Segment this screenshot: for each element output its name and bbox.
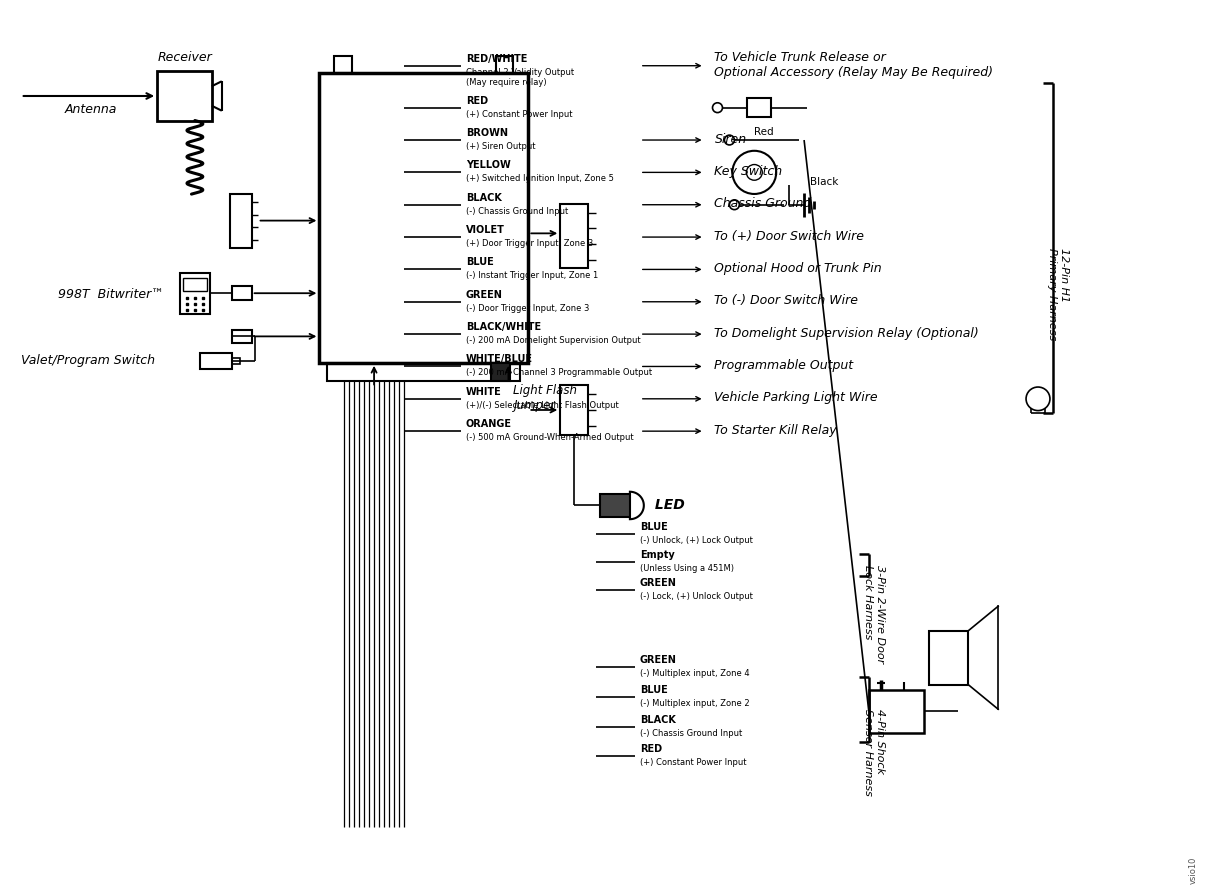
Bar	[320, 73, 528, 363]
Text: (-) 200 mA Channel 3 Programmable Output: (-) 200 mA Channel 3 Programmable Output	[466, 368, 652, 378]
Bar	[157, 71, 212, 120]
Text: Empty: Empty	[639, 551, 675, 560]
Text: (-) 500 mA Ground-When-Armed Output: (-) 500 mA Ground-When-Armed Output	[466, 433, 633, 442]
Text: RED/WHITE: RED/WHITE	[466, 53, 527, 64]
Text: BLUE: BLUE	[466, 257, 493, 267]
Bar	[929, 631, 969, 684]
Bar	[490, 363, 511, 380]
Text: GREEN: GREEN	[466, 290, 503, 299]
Text: Valet/Program Switch: Valet/Program Switch	[21, 355, 155, 367]
Text: Channel 2 Validity Output
(May require relay): Channel 2 Validity Output (May require r…	[466, 68, 574, 87]
Bar	[561, 386, 589, 435]
Text: GREEN: GREEN	[639, 578, 677, 588]
Text: (-) Chassis Ground Input: (-) Chassis Ground Input	[639, 729, 742, 738]
Text: BROWN: BROWN	[466, 128, 507, 138]
Text: Black: Black	[810, 177, 838, 187]
Text: Receiver: Receiver	[157, 51, 212, 63]
Bar	[180, 273, 210, 314]
Text: VIOLET: VIOLET	[466, 225, 505, 235]
Bar	[231, 331, 252, 343]
Text: WHITE/BLUE: WHITE/BLUE	[466, 355, 533, 364]
Text: BLUE: BLUE	[639, 685, 667, 695]
Text: 3-Pin 2-Wire Door
Lock Harness: 3-Pin 2-Wire Door Lock Harness	[863, 565, 884, 663]
Text: Programmable Output: Programmable Output	[714, 359, 854, 372]
Text: RED: RED	[466, 95, 488, 106]
Text: ORANGE: ORANGE	[466, 419, 511, 429]
Text: (-) Multiplex input, Zone 4: (-) Multiplex input, Zone 4	[639, 669, 750, 678]
Text: To Starter Kill Relay: To Starter Kill Relay	[714, 424, 837, 437]
Text: To (+) Door Switch Wire: To (+) Door Switch Wire	[714, 230, 865, 242]
Bar	[495, 56, 513, 73]
Bar	[868, 690, 924, 732]
Text: To Vehicle Trunk Release or
Optional Accessory (Relay May Be Required): To Vehicle Trunk Release or Optional Acc…	[714, 51, 993, 78]
Text: Key Switch: Key Switch	[714, 165, 782, 178]
Text: (-) 200 mA Domelight Supervision Output: (-) 200 mA Domelight Supervision Output	[466, 336, 641, 345]
Bar	[231, 286, 252, 300]
Bar	[231, 358, 240, 364]
Text: Vehicle Parking Light Wire: Vehicle Parking Light Wire	[714, 391, 878, 405]
Text: (+) Door Trigger Input, Zone 3: (+) Door Trigger Input, Zone 3	[466, 239, 593, 248]
Bar	[334, 56, 352, 73]
Text: BLACK: BLACK	[466, 192, 501, 203]
Text: vsio10: vsio10	[1188, 856, 1198, 884]
Text: Antenna: Antenna	[64, 102, 116, 116]
Bar	[599, 494, 630, 518]
Text: (+) Constant Power Input: (+) Constant Power Input	[639, 758, 746, 767]
Text: 4-Pin Shock
Sensor Harness: 4-Pin Shock Sensor Harness	[863, 709, 884, 797]
Text: (-) Unlock, (+) Lock Output: (-) Unlock, (+) Lock Output	[639, 536, 753, 545]
Text: BLACK: BLACK	[639, 715, 676, 724]
Text: (-) Door Trigger Input, Zone 3: (-) Door Trigger Input, Zone 3	[466, 304, 589, 313]
Text: (Unless Using a 451M): (Unless Using a 451M)	[639, 564, 734, 573]
Text: (+) Siren Output: (+) Siren Output	[466, 142, 535, 151]
Text: To Domelight Supervision Relay (Optional): To Domelight Supervision Relay (Optional…	[714, 327, 980, 339]
Text: Red: Red	[754, 127, 774, 137]
Text: (+) Switched Ignition Input, Zone 5: (+) Switched Ignition Input, Zone 5	[466, 175, 614, 184]
Text: 12-Pin H1
Primary Harness: 12-Pin H1 Primary Harness	[1048, 249, 1069, 340]
Text: Optional Hood or Trunk Pin: Optional Hood or Trunk Pin	[714, 262, 882, 275]
Text: YELLOW: YELLOW	[466, 160, 510, 170]
Bar	[183, 277, 207, 291]
Text: Siren: Siren	[714, 133, 747, 145]
Bar	[327, 363, 521, 380]
Text: BLUE: BLUE	[639, 522, 667, 532]
Bar	[230, 194, 252, 248]
Text: BLACK/WHITE: BLACK/WHITE	[466, 323, 541, 332]
Text: Light Flash
Jumper: Light Flash Jumper	[513, 384, 578, 413]
Bar	[561, 204, 589, 267]
Text: GREEN: GREEN	[639, 655, 677, 666]
Text: (-) Chassis Ground Input: (-) Chassis Ground Input	[466, 207, 568, 216]
Text: (+)/(-) Selectable Light Flash Output: (+)/(-) Selectable Light Flash Output	[466, 401, 619, 410]
Text: WHITE: WHITE	[466, 387, 501, 396]
Text: To (-) Door Switch Wire: To (-) Door Switch Wire	[714, 294, 859, 307]
Bar	[200, 353, 231, 369]
Text: (-) Lock, (+) Unlock Output: (-) Lock, (+) Unlock Output	[639, 593, 753, 601]
Bar	[747, 98, 771, 118]
Text: (+) Constant Power Input: (+) Constant Power Input	[466, 110, 572, 119]
Text: 998T  Bitwriter™: 998T Bitwriter™	[58, 288, 163, 300]
Text: (-) Instant Trigger Input, Zone 1: (-) Instant Trigger Input, Zone 1	[466, 272, 598, 281]
Text: (-) Multiplex input, Zone 2: (-) Multiplex input, Zone 2	[639, 699, 750, 707]
Text: Chassis Ground: Chassis Ground	[714, 197, 811, 210]
Text: RED: RED	[639, 744, 662, 755]
Text: LED: LED	[650, 498, 684, 512]
